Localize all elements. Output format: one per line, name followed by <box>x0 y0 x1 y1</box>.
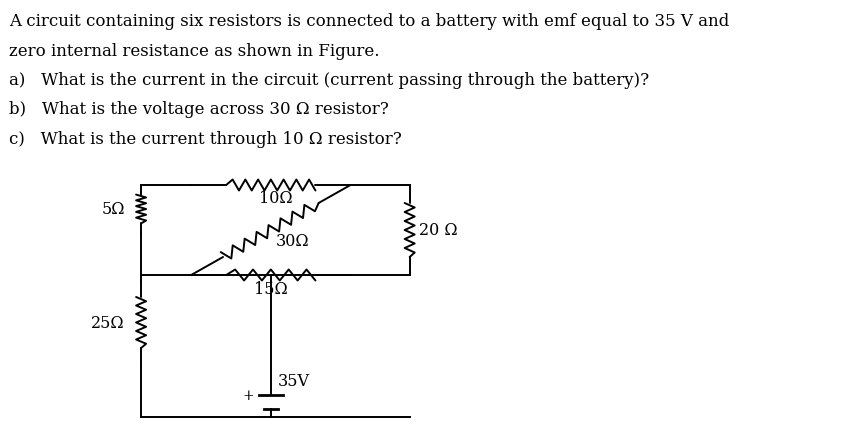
Text: 5Ω: 5Ω <box>101 201 125 218</box>
Text: A circuit containing six resistors is connected to a battery with emf equal to 3: A circuit containing six resistors is co… <box>9 13 729 30</box>
Text: 10Ω: 10Ω <box>258 190 292 206</box>
Text: 30Ω: 30Ω <box>275 233 309 249</box>
Text: 15Ω: 15Ω <box>254 280 288 297</box>
Text: +: + <box>242 388 254 402</box>
Text: zero internal resistance as shown in Figure.: zero internal resistance as shown in Fig… <box>9 43 380 59</box>
Text: a)   What is the current in the circuit (current passing through the battery)?: a) What is the current in the circuit (c… <box>9 72 649 89</box>
Text: b)   What is the voltage across 30 Ω resistor?: b) What is the voltage across 30 Ω resis… <box>9 101 389 118</box>
Text: 35V: 35V <box>278 372 310 389</box>
Text: 20 Ω: 20 Ω <box>418 222 457 239</box>
Text: 25Ω: 25Ω <box>91 314 125 331</box>
Text: c)   What is the current through 10 Ω resistor?: c) What is the current through 10 Ω resi… <box>9 131 402 147</box>
